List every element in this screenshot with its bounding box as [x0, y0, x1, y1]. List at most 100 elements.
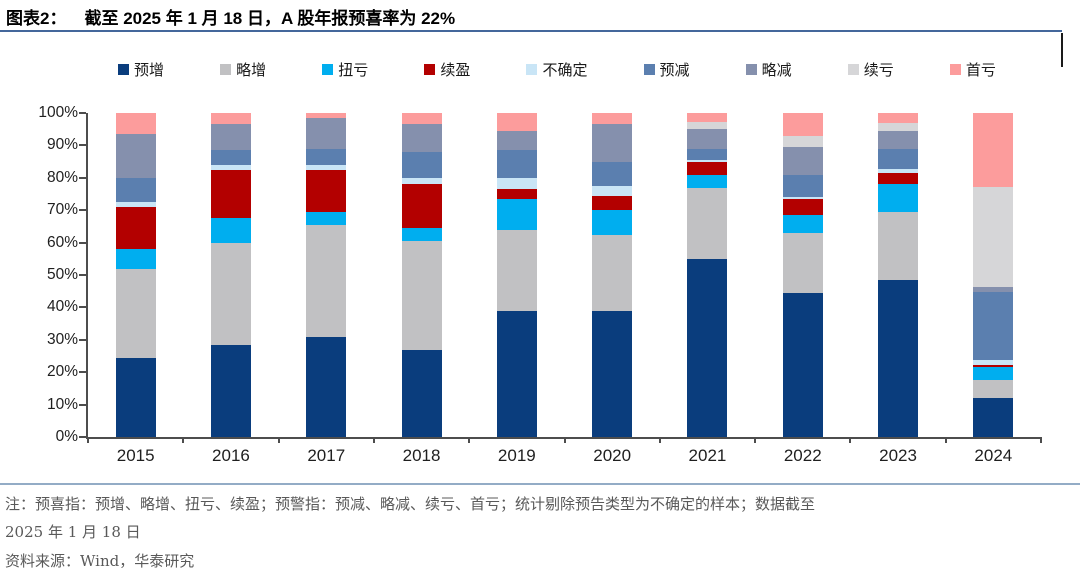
bar-segment-2016-1: [210, 242, 251, 345]
bar-segment-2017-5: [306, 148, 347, 165]
y-tick-label: 20%: [46, 363, 78, 381]
bar-segment-2016-8: [210, 113, 251, 125]
y-tick-label: 100%: [38, 104, 78, 121]
legend-item-3: 续盈: [424, 59, 470, 80]
x-tick-mark: [87, 437, 89, 443]
bar-segment-2016-4: [210, 164, 251, 170]
y-tick-mark: [79, 338, 86, 341]
x-axis-labels: 2015 2016 2017 2018 2019 2020 2021 2022 2023 2024: [88, 446, 1041, 468]
legend-item-6: 略减: [745, 59, 792, 80]
bar-segment-2018-4: [401, 177, 442, 185]
bar-segment-2022-7: [782, 135, 823, 148]
bar-segment-2015-8: [115, 113, 156, 135]
bar-segment-2023-6: [878, 130, 919, 149]
bar-segment-2017-6: [306, 117, 347, 149]
bar-2023: [878, 113, 919, 437]
y-axis-line: [86, 113, 88, 439]
x-tick-mark: [277, 437, 280, 443]
bar-2016: [210, 113, 251, 437]
bar-segment-2018-8: [401, 113, 442, 125]
bar-segment-2017-4: [306, 164, 347, 170]
legend-item-4: 不确定: [526, 59, 587, 80]
bar-segment-2020-1: [592, 234, 633, 311]
legend-item-0: 预增: [118, 59, 164, 80]
x-tick-label: 2019: [497, 446, 536, 465]
bar-segment-2019-8: [496, 113, 537, 131]
legend-label: 首亏: [965, 62, 996, 79]
legend-swatch-icon: [220, 64, 232, 75]
bar-segment-2016-6: [210, 124, 251, 151]
bar-segment-2020-2: [592, 210, 633, 235]
bar-segment-2015-4: [115, 202, 156, 207]
bar-segment-2024-8: [973, 113, 1014, 187]
y-tick-label: 10%: [46, 395, 78, 413]
legend-label: 预减: [659, 62, 690, 79]
bar-segment-2017-1: [306, 224, 347, 337]
legend-label: 扭亏: [338, 62, 369, 79]
x-tick-label: 2018: [402, 446, 441, 465]
bar-2020: [592, 113, 633, 437]
bar-segment-2019-0: [496, 310, 537, 437]
legend-swatch-icon: [118, 64, 129, 75]
bar-segment-2018-2: [401, 228, 442, 241]
x-tick-mark: [944, 437, 947, 443]
bar-segment-2015-1: [115, 268, 156, 358]
bar-segment-2018-5: [401, 151, 442, 178]
bar-segment-2019-1: [496, 229, 537, 311]
y-tick-label: 90%: [46, 136, 78, 154]
bar-segment-2015-6: [115, 134, 156, 178]
x-tick-label: 2015: [116, 446, 155, 465]
bar-segment-2020-5: [592, 161, 633, 186]
bar-2018: [401, 113, 442, 437]
bar-2015: [115, 113, 156, 437]
x-tick-label: 2022: [783, 446, 822, 465]
bar-segment-2018-6: [401, 124, 442, 152]
x-tick-label: 2023: [879, 446, 917, 465]
x-tick-label: 2020: [593, 446, 632, 465]
x-tick-mark: [754, 437, 757, 443]
bar-segment-2021-6: [687, 128, 728, 149]
legend-label: 略增: [236, 62, 267, 79]
bar-segment-2024-1: [973, 380, 1014, 399]
legend-label: 续盈: [440, 62, 471, 79]
bar-2019: [496, 113, 537, 437]
footnote-note-line1: 注：预喜指：预增、略增、扭亏、续盈；预警指：预减、略减、续亏、首亏；统计剔除预告…: [5, 495, 816, 513]
figure-label: 图表2：: [6, 9, 67, 28]
bar-segment-2022-5: [782, 174, 823, 198]
bar-segment-2023-8: [878, 113, 919, 123]
bar-2017: [306, 113, 347, 437]
y-tick-mark: [79, 241, 86, 244]
bar-segment-2024-6: [973, 287, 1014, 293]
bar-segment-2021-2: [687, 174, 728, 188]
bar-segment-2023-3: [878, 172, 919, 185]
bar-segment-2015-2: [115, 249, 156, 269]
bar-segment-2016-2: [210, 218, 251, 243]
legend-swatch-icon: [949, 64, 961, 75]
bar-segment-2018-1: [401, 241, 442, 350]
bar-segment-2023-0: [878, 279, 919, 437]
x-tick-label: 2021: [688, 446, 727, 465]
bar-segment-2022-0: [782, 292, 823, 437]
stacked-bar-chart: [79, 112, 1042, 443]
bar-segment-2023-4: [878, 169, 919, 173]
bar-segment-2021-5: [687, 148, 728, 160]
bar-segment-2021-0: [687, 258, 728, 437]
bar-segment-2019-2: [496, 198, 537, 230]
bar-segment-2020-0: [592, 310, 633, 437]
x-tick-label: 2017: [307, 446, 346, 465]
y-tick-mark: [79, 403, 86, 406]
legend-item-7: 续亏: [847, 59, 894, 80]
y-tick-label: 0%: [55, 428, 78, 445]
legend-label: 预增: [134, 62, 165, 79]
text-cursor-artifact: [1061, 33, 1063, 67]
bar-segment-2016-5: [210, 150, 251, 165]
y-tick-mark: [79, 144, 86, 147]
y-tick-label: 80%: [46, 168, 78, 186]
y-tick-label: 30%: [46, 330, 78, 348]
chart-legend: 预增 略增 扭亏 续盈 不确定 预减 略减 续亏 首亏: [118, 59, 996, 80]
bar-segment-2022-4: [782, 197, 823, 199]
bar-segment-2024-5: [973, 292, 1014, 361]
bar-segment-2019-4: [496, 177, 537, 190]
y-tick-mark: [79, 112, 86, 114]
x-tick-label: 2016: [212, 446, 250, 465]
